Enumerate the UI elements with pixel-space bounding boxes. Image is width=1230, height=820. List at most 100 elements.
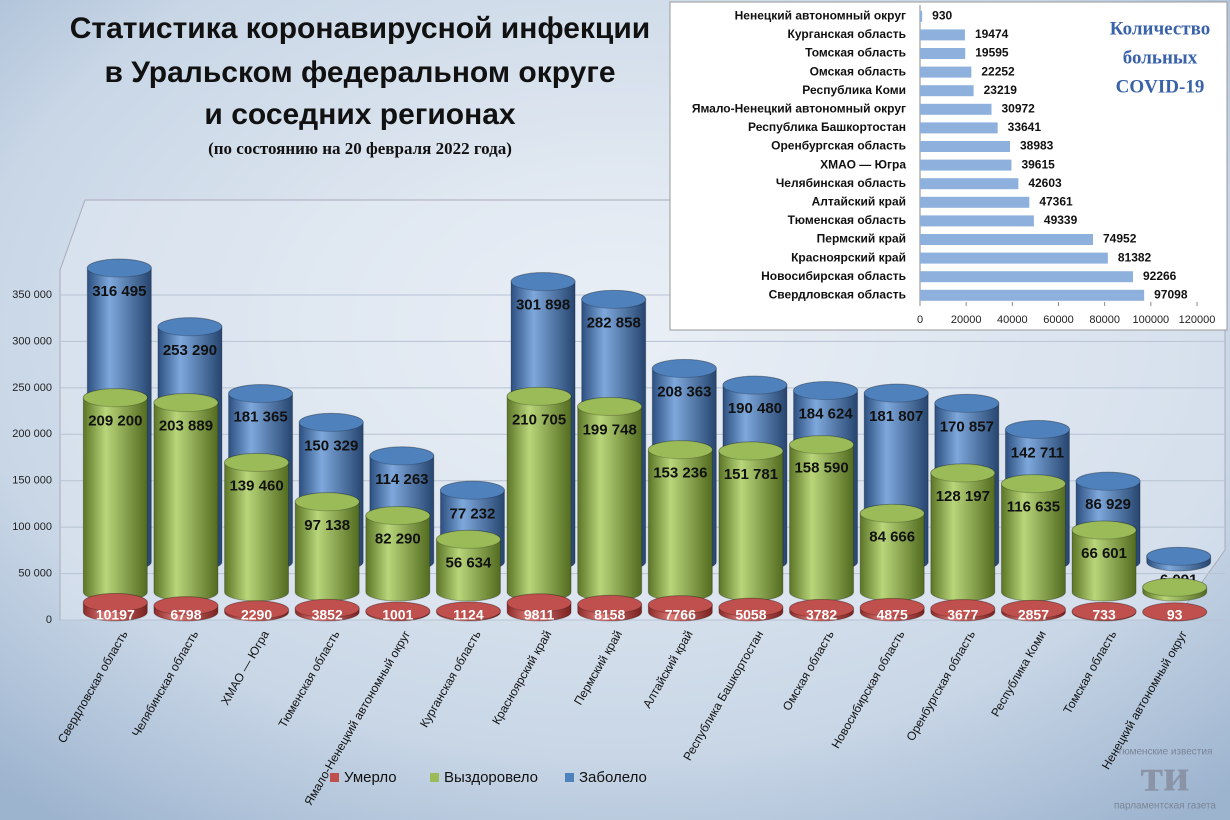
- cylinder-top: [647, 440, 713, 460]
- value-label: 128 197: [936, 488, 990, 505]
- value-label: 47361: [1039, 194, 1073, 208]
- value-label: 114 263: [375, 471, 428, 488]
- x-tick-label: 0: [917, 314, 923, 326]
- bar: [920, 103, 992, 115]
- category-label: Республика Башкортостан: [748, 120, 906, 134]
- x-tick-label: 40000: [997, 314, 1028, 326]
- cylinder-top: [82, 388, 148, 408]
- value-label: 22252: [981, 64, 1015, 78]
- subtitle: (по состоянию на 20 февраля 2022 года): [208, 139, 512, 158]
- bar: [920, 252, 1108, 264]
- cylinder: [224, 453, 290, 602]
- x-tick-label: 20000: [951, 314, 982, 326]
- cylinder-top: [157, 317, 223, 337]
- category-label: Ненецкий автономный округ: [735, 8, 906, 22]
- value-label: 9811: [524, 607, 555, 623]
- category-label: Красноярский край: [791, 250, 906, 264]
- value-label: 282 858: [587, 314, 641, 331]
- bar: [920, 10, 923, 22]
- logo-top: тюменские известия: [1118, 747, 1213, 758]
- cylinder-top: [1142, 602, 1208, 622]
- category-label: Челябинская область: [776, 176, 906, 190]
- x-tick-label: 60000: [1043, 314, 1074, 326]
- cylinder-top: [577, 397, 643, 417]
- cylinder-top: [435, 601, 501, 621]
- value-label: 142 711: [1011, 444, 1064, 461]
- cylinder-top: [1146, 546, 1212, 566]
- legend-label: Выздоровело: [444, 769, 538, 786]
- x-tick-label: 100000: [1132, 314, 1169, 326]
- cylinder: [1000, 474, 1066, 602]
- cylinder-top: [722, 375, 788, 395]
- cylinder-top: [863, 383, 929, 403]
- value-label: 33641: [1008, 120, 1042, 134]
- value-label: 1001: [382, 607, 413, 623]
- bar: [920, 215, 1034, 227]
- cylinder-top: [153, 596, 219, 616]
- category-label: Алтайский край: [812, 194, 906, 208]
- value-label: 84 666: [869, 528, 915, 545]
- value-label: 153 236: [653, 465, 707, 482]
- cylinder-top: [294, 598, 360, 618]
- category-label: ХМАО — Югра: [820, 157, 906, 171]
- value-label: 81382: [1118, 250, 1152, 264]
- category-label: Оренбургская область: [771, 139, 906, 153]
- legend-swatch: [430, 773, 439, 782]
- value-label: 23219: [984, 83, 1018, 97]
- y-tick-label: 200 000: [12, 428, 52, 440]
- value-label: 86 929: [1085, 496, 1131, 513]
- cylinder-top: [577, 594, 643, 614]
- value-label: 97 138: [304, 517, 350, 534]
- cylinder-top: [1000, 599, 1066, 619]
- cylinder-top: [581, 289, 647, 309]
- value-label: 19595: [975, 46, 1009, 60]
- cylinder-top: [298, 412, 364, 432]
- cylinder-top: [647, 595, 713, 615]
- value-label: 7766: [665, 607, 696, 623]
- value-label: 39615: [1021, 157, 1055, 171]
- bar: [920, 196, 1030, 208]
- cylinder-top: [365, 601, 431, 621]
- value-label: 82 290: [375, 531, 421, 548]
- value-label: 74952: [1103, 232, 1137, 246]
- value-label: 139 460: [229, 477, 283, 494]
- cylinder-top: [859, 503, 925, 523]
- value-label: 77 232: [449, 505, 495, 522]
- cylinder-top: [859, 597, 925, 617]
- bar: [920, 122, 998, 134]
- bar: [920, 48, 966, 59]
- bar: [920, 159, 1012, 171]
- value-label: 210 705: [512, 411, 566, 428]
- cylinder-top: [224, 600, 290, 620]
- cylinder-top: [294, 492, 360, 512]
- cylinder-top: [1075, 471, 1141, 491]
- value-label: 30972: [1001, 101, 1035, 115]
- cylinder-top: [793, 381, 859, 401]
- title: Статистика коронавирусной инфекции: [70, 12, 651, 45]
- value-label: 209 200: [88, 413, 142, 430]
- x-tick-label: 120000: [1179, 314, 1216, 326]
- inset-title: Количество: [1110, 18, 1210, 39]
- title: в Уральском федеральном округе: [104, 56, 615, 89]
- y-tick-label: 50 000: [18, 567, 52, 579]
- bar: [920, 85, 974, 97]
- bar: [920, 141, 1010, 152]
- cylinder-top: [930, 463, 996, 483]
- cylinder-top: [1071, 520, 1137, 540]
- value-label: 4875: [877, 607, 908, 623]
- cylinder-top: [506, 593, 572, 613]
- value-label: 42603: [1028, 176, 1062, 190]
- cylinder-top: [86, 258, 152, 278]
- cylinder-top: [718, 441, 784, 461]
- cylinder-top: [718, 597, 784, 617]
- cylinder-top: [435, 529, 501, 549]
- category-label: Омская область: [810, 64, 906, 78]
- cylinder-top: [510, 272, 576, 292]
- cylinder-top: [439, 480, 505, 500]
- value-label: 38983: [1020, 139, 1054, 153]
- category-label: Томская область: [805, 46, 906, 60]
- cylinder-top: [82, 593, 148, 613]
- value-label: 8158: [594, 607, 625, 623]
- value-label: 10197: [96, 607, 135, 623]
- value-label: 49339: [1044, 213, 1078, 227]
